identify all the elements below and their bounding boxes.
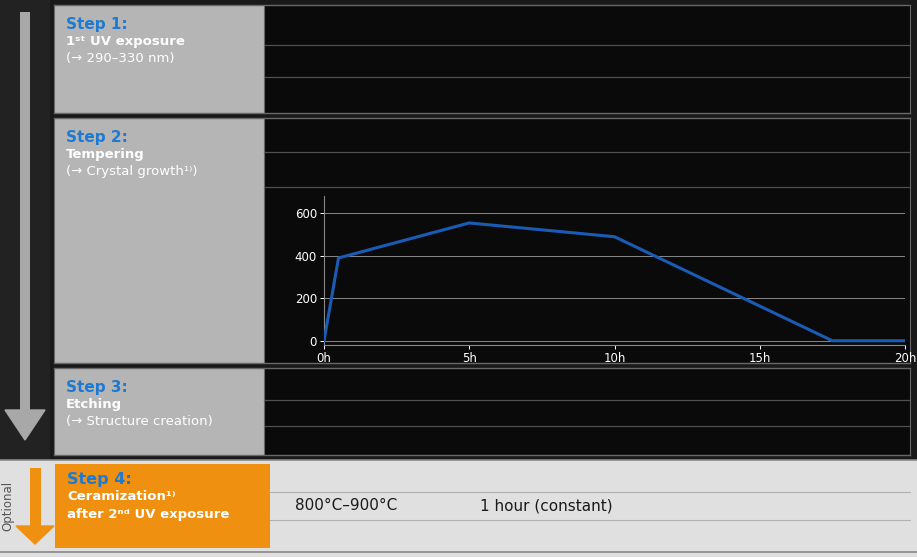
Text: (→ Structure creation): (→ Structure creation) bbox=[66, 415, 213, 428]
Bar bbox=[20, 12, 30, 410]
Text: Step 2:: Step 2: bbox=[66, 130, 127, 145]
Text: (→ 290–330 nm): (→ 290–330 nm) bbox=[66, 52, 174, 65]
Bar bbox=[54, 5, 264, 113]
Text: 1 hour (constant): 1 hour (constant) bbox=[480, 499, 613, 514]
Text: Optional: Optional bbox=[2, 481, 15, 531]
Text: Step 3:: Step 3: bbox=[66, 380, 127, 395]
Bar bbox=[54, 368, 264, 455]
Text: Tempering: Tempering bbox=[66, 148, 145, 161]
Polygon shape bbox=[16, 526, 54, 544]
Text: Ceramization¹⁾: Ceramization¹⁾ bbox=[67, 490, 176, 503]
Bar bbox=[0, 0, 917, 460]
Text: Step 4:: Step 4: bbox=[67, 472, 132, 487]
Polygon shape bbox=[5, 410, 45, 440]
Text: 800°C–900°C: 800°C–900°C bbox=[295, 499, 397, 514]
Bar bbox=[264, 368, 910, 455]
Bar bbox=[264, 118, 910, 363]
Bar bbox=[0, 460, 917, 557]
Bar bbox=[29, 468, 40, 526]
Text: Step 1:: Step 1: bbox=[66, 17, 127, 32]
Text: 1ˢᵗ UV exposure: 1ˢᵗ UV exposure bbox=[66, 35, 185, 48]
Bar bbox=[264, 5, 910, 113]
Text: (→ Crystal growth¹⁾): (→ Crystal growth¹⁾) bbox=[66, 165, 197, 178]
Bar bbox=[0, 0, 50, 460]
Bar bbox=[54, 118, 264, 363]
Bar bbox=[55, 464, 270, 548]
Text: Etching: Etching bbox=[66, 398, 122, 411]
Text: after 2ⁿᵈ UV exposure: after 2ⁿᵈ UV exposure bbox=[67, 508, 229, 521]
